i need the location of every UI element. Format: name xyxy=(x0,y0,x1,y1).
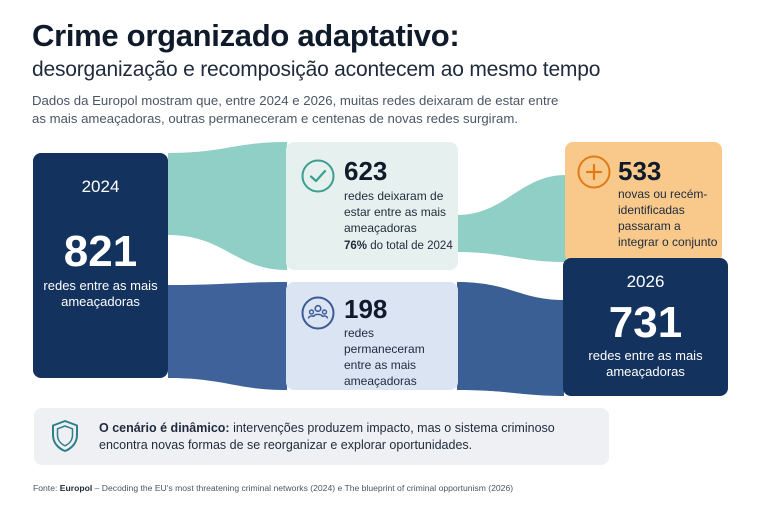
network-people-icon xyxy=(301,296,335,330)
left-list-label: redes deixaram de estar entre as mais am… xyxy=(344,189,447,235)
note-bold: O cenário é dinâmico: xyxy=(99,421,230,435)
source-text: – Decoding the EU's most threatening cri… xyxy=(92,483,514,493)
flow-remained-to-2026 xyxy=(457,282,564,396)
flow-new-entries xyxy=(457,175,566,262)
page-subtitle: desorganização e recomposição acontecem … xyxy=(32,58,601,81)
remained-value: 198 xyxy=(344,294,388,324)
intro-text: Dados da Europol mostram que, entre 2024… xyxy=(32,93,559,126)
source-citation: Fonte: Europol – Decoding the EU's most … xyxy=(33,483,513,493)
note-text: O cenário é dinâmico: intervenções produ… xyxy=(99,420,594,454)
node-left-list: 623 redes deixaram de estar entre as mai… xyxy=(286,142,458,270)
note-body: intervenções produzem impacto, mas o sis… xyxy=(99,421,555,452)
node-2024-value: 821 xyxy=(63,227,138,276)
remained-label: redes permaneceram entre as mais ameaçad… xyxy=(344,326,425,388)
check-circle-icon xyxy=(301,159,335,193)
left-list-share-value: 76% xyxy=(344,240,368,252)
node-2026-label: redes entre as mais ameaçadoras xyxy=(588,348,703,379)
node-remained: 198 redes permaneceram entre as mais ame… xyxy=(286,282,458,390)
node-2024-label: redes entre as mais ameaçadoras xyxy=(43,278,158,309)
flow-remained xyxy=(168,282,287,390)
plus-circle-icon xyxy=(577,155,611,189)
node-2026-year: 2026 xyxy=(626,272,665,291)
insight-note: O cenário é dinâmico: intervenções produ… xyxy=(34,408,609,465)
node-2024-year: 2024 xyxy=(81,177,120,196)
left-list-value: 623 xyxy=(344,156,388,186)
new-entries-value: 533 xyxy=(618,156,662,186)
source-org: Europol xyxy=(59,483,93,493)
node-2026: 2026 731 redes entre as mais ameaçadoras xyxy=(563,258,728,396)
flow-left-list xyxy=(168,142,287,270)
shield-icon xyxy=(52,420,78,452)
node-2026-value: 731 xyxy=(608,298,683,347)
left-list-share-label: do total de 2024 xyxy=(370,240,453,252)
left-list-share: 76% do total de 2024 xyxy=(344,240,453,252)
page-title: Crime organizado adaptativo: xyxy=(32,18,460,53)
node-new-entries: 533 novas ou recém-identificadas passara… xyxy=(565,142,722,262)
node-2024: 2024 821 redes entre as mais ameaçadoras xyxy=(33,153,168,378)
new-entries-label: novas ou recém-identificadas passaram a … xyxy=(618,187,718,249)
source-prefix: Fonte: xyxy=(33,483,60,493)
